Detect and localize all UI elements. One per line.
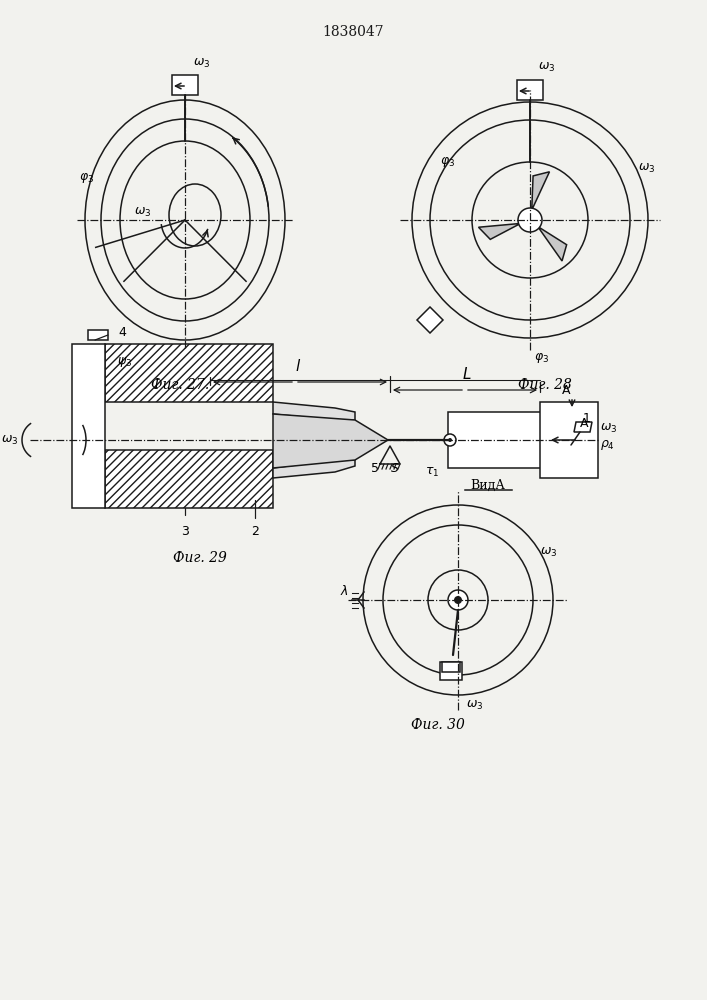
Text: $\varphi_3$: $\varphi_3$ [534,351,549,365]
Polygon shape [417,307,443,333]
Text: $\varphi_3$: $\varphi_3$ [79,171,95,185]
Circle shape [448,590,468,610]
Text: 1: 1 [583,412,591,424]
Text: S: S [391,462,399,475]
Polygon shape [273,414,388,468]
Text: $l$: $l$ [295,358,301,374]
Bar [517,80,543,100]
Text: Фиг. 30: Фиг. 30 [411,718,465,732]
Polygon shape [273,402,355,420]
Text: Фиг. 29: Фиг. 29 [173,551,227,565]
Bar [440,662,462,680]
Polygon shape [574,422,592,432]
Circle shape [448,438,452,442]
Text: $\omega_3$: $\omega_3$ [134,205,152,219]
Bar [88,330,108,340]
Bar [540,402,598,478]
Text: A: A [562,383,571,396]
Text: Фиг. 28: Фиг. 28 [518,378,572,392]
Text: $\omega_3$: $\omega_3$ [193,56,211,70]
Bar [105,344,273,402]
Text: $\omega_3$: $\omega_3$ [1,433,18,447]
Text: Фиг. 27.: Фиг. 27. [151,378,209,392]
Text: 4: 4 [118,326,126,338]
Circle shape [444,434,456,446]
Polygon shape [537,226,566,261]
Polygon shape [273,460,355,478]
Circle shape [518,208,542,232]
Text: $\psi_3$: $\psi_3$ [117,355,132,369]
Text: $\lambda$: $\lambda$ [340,584,349,598]
Circle shape [454,596,462,604]
Text: $\omega_3$: $\omega_3$ [540,545,557,559]
Text: 2: 2 [251,525,259,538]
Text: 1838047: 1838047 [322,25,384,39]
Text: A: A [580,417,588,430]
Text: ВидА: ВидА [471,479,506,491]
Bar [172,75,198,95]
Text: $\omega_3$: $\omega_3$ [638,161,655,175]
Text: $\tau_1$: $\tau_1$ [425,465,439,479]
Bar [105,450,273,508]
Text: 5: 5 [371,462,379,475]
Bar [72,344,105,508]
Text: $\omega_3$: $\omega_3$ [538,60,555,74]
Text: $\varphi_3$: $\varphi_3$ [440,155,455,169]
Text: $\rho_4$: $\rho_4$ [600,438,615,452]
Bar [448,412,548,468]
Polygon shape [532,172,549,210]
Text: $\omega_3$: $\omega_3$ [466,698,484,712]
Text: $\omega_3$: $\omega_3$ [600,421,617,435]
Text: 3: 3 [181,525,189,538]
Bar [442,662,460,672]
Polygon shape [479,223,520,239]
Text: $L$: $L$ [462,366,472,382]
